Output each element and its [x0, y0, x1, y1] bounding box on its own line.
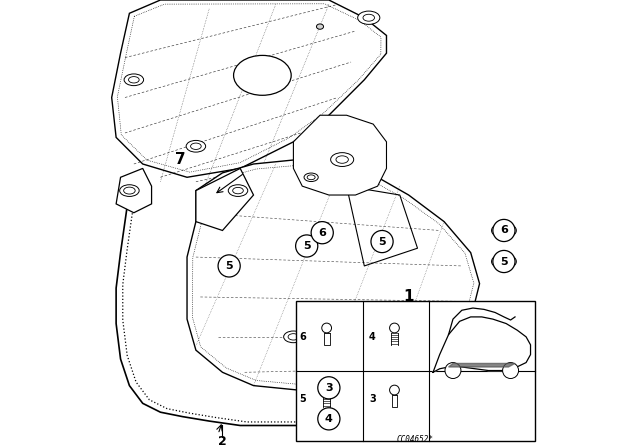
Text: 6: 6 — [318, 228, 326, 238]
Ellipse shape — [331, 153, 354, 167]
Ellipse shape — [191, 143, 201, 150]
Text: 7: 7 — [175, 152, 186, 167]
Circle shape — [390, 323, 399, 333]
Text: 6: 6 — [500, 225, 508, 236]
Polygon shape — [293, 115, 387, 195]
Text: 5: 5 — [299, 394, 306, 404]
Ellipse shape — [358, 11, 380, 24]
Polygon shape — [116, 168, 152, 213]
Circle shape — [218, 255, 240, 277]
Polygon shape — [196, 168, 253, 230]
Ellipse shape — [492, 223, 516, 238]
Ellipse shape — [120, 185, 139, 196]
Text: 4: 4 — [369, 332, 376, 342]
Text: 6: 6 — [299, 332, 306, 342]
Ellipse shape — [364, 349, 383, 361]
Circle shape — [445, 362, 461, 379]
Ellipse shape — [316, 24, 324, 29]
Bar — [392, 395, 397, 407]
Ellipse shape — [288, 334, 299, 340]
Text: 4: 4 — [325, 414, 333, 424]
Circle shape — [311, 222, 333, 244]
Ellipse shape — [124, 187, 135, 194]
Polygon shape — [187, 159, 479, 390]
Ellipse shape — [129, 77, 139, 83]
Text: 5: 5 — [500, 257, 508, 267]
Text: 1: 1 — [403, 289, 414, 305]
Text: 3: 3 — [369, 394, 376, 404]
Ellipse shape — [186, 140, 205, 152]
Ellipse shape — [497, 226, 511, 235]
Text: 5: 5 — [378, 237, 386, 246]
Circle shape — [502, 362, 518, 379]
Circle shape — [390, 385, 399, 395]
Ellipse shape — [284, 331, 303, 343]
Circle shape — [296, 235, 318, 257]
Text: 3: 3 — [325, 383, 333, 393]
Circle shape — [371, 230, 393, 253]
Ellipse shape — [336, 156, 348, 163]
Bar — [324, 333, 330, 345]
Ellipse shape — [497, 257, 511, 266]
Text: CC04652*: CC04652* — [397, 435, 434, 444]
Ellipse shape — [228, 185, 248, 196]
Text: 5: 5 — [225, 261, 233, 271]
Polygon shape — [112, 0, 387, 177]
Circle shape — [493, 220, 515, 241]
Ellipse shape — [234, 56, 291, 95]
Text: 5: 5 — [303, 241, 310, 251]
Polygon shape — [449, 363, 515, 367]
Ellipse shape — [368, 351, 378, 358]
Circle shape — [322, 385, 332, 395]
Circle shape — [322, 323, 332, 333]
Circle shape — [493, 250, 515, 272]
Circle shape — [318, 377, 340, 399]
Text: 2: 2 — [218, 435, 227, 448]
Polygon shape — [433, 317, 531, 372]
Circle shape — [318, 408, 340, 430]
Ellipse shape — [307, 175, 315, 180]
Ellipse shape — [124, 74, 143, 86]
Ellipse shape — [363, 14, 374, 21]
Ellipse shape — [304, 173, 318, 181]
Ellipse shape — [492, 254, 516, 269]
Ellipse shape — [233, 187, 243, 194]
FancyBboxPatch shape — [296, 302, 535, 441]
